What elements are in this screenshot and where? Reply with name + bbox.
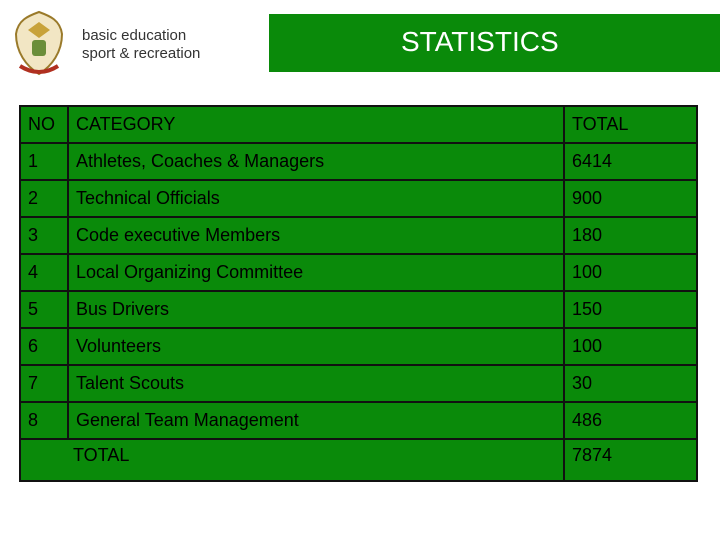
table-cell: 1 <box>19 142 69 181</box>
header-row: NO CATEGORY TOTAL <box>19 105 698 144</box>
header-cell: TOTAL <box>563 105 698 144</box>
table-cell: 8 <box>19 401 69 440</box>
table-row: 3 Code executive Members 180 <box>19 216 698 255</box>
table-cell: 30 <box>563 364 698 403</box>
coat-of-arms-logo <box>14 10 64 76</box>
table-cell: 6414 <box>563 142 698 181</box>
table-row: 8 General Team Management 486 <box>19 401 698 440</box>
table-cell: Code executive Members <box>67 216 565 255</box>
title-banner: STATISTICS <box>269 14 720 72</box>
total-row: TOTAL 7874 <box>19 439 698 482</box>
title: STATISTICS <box>401 26 559 57</box>
table-cell: Local Organizing Committee <box>67 253 565 292</box>
table-cell: 2 <box>19 179 69 218</box>
table-cell: 3 <box>19 216 69 255</box>
table-cell: 486 <box>563 401 698 440</box>
table-cell: General Team Management <box>67 401 565 440</box>
total-label: TOTAL <box>19 439 565 482</box>
table-cell: 900 <box>563 179 698 218</box>
table-cell: 180 <box>563 216 698 255</box>
table-row: 2 Technical Officials 900 <box>19 179 698 218</box>
header-cell: NO <box>19 105 69 144</box>
table-row: 4 Local Organizing Committee 100 <box>19 253 698 292</box>
org-name: sport & recreation <box>82 45 201 62</box>
total-value: 7874 <box>563 439 698 482</box>
table-cell: 5 <box>19 290 69 329</box>
table-cell: 100 <box>563 253 698 292</box>
table-cell: Volunteers <box>67 327 565 366</box>
table-row: 7 Talent Scouts 30 <box>19 364 698 403</box>
table-cell: 100 <box>563 327 698 366</box>
table-cell: 4 <box>19 253 69 292</box>
table-cell: Technical Officials <box>67 179 565 218</box>
table-row: 1 Athletes, Coaches & Managers 6414 <box>19 142 698 181</box>
table-cell: 7 <box>19 364 69 403</box>
table-cell: 150 <box>563 290 698 329</box>
table-cell: Talent Scouts <box>67 364 565 403</box>
header-cell: CATEGORY <box>67 105 565 144</box>
statistics-table: NO CATEGORY TOTAL 1 Athletes, Coaches & M… <box>19 105 698 482</box>
org-name: basic education <box>82 27 187 44</box>
table-cell: Athletes, Coaches & Managers <box>67 142 565 181</box>
table-row: 5 Bus Drivers 150 <box>19 290 698 329</box>
table-row: 6 Volunteers 100 <box>19 327 698 366</box>
table-cell: 6 <box>19 327 69 366</box>
table-cell: Bus Drivers <box>67 290 565 329</box>
